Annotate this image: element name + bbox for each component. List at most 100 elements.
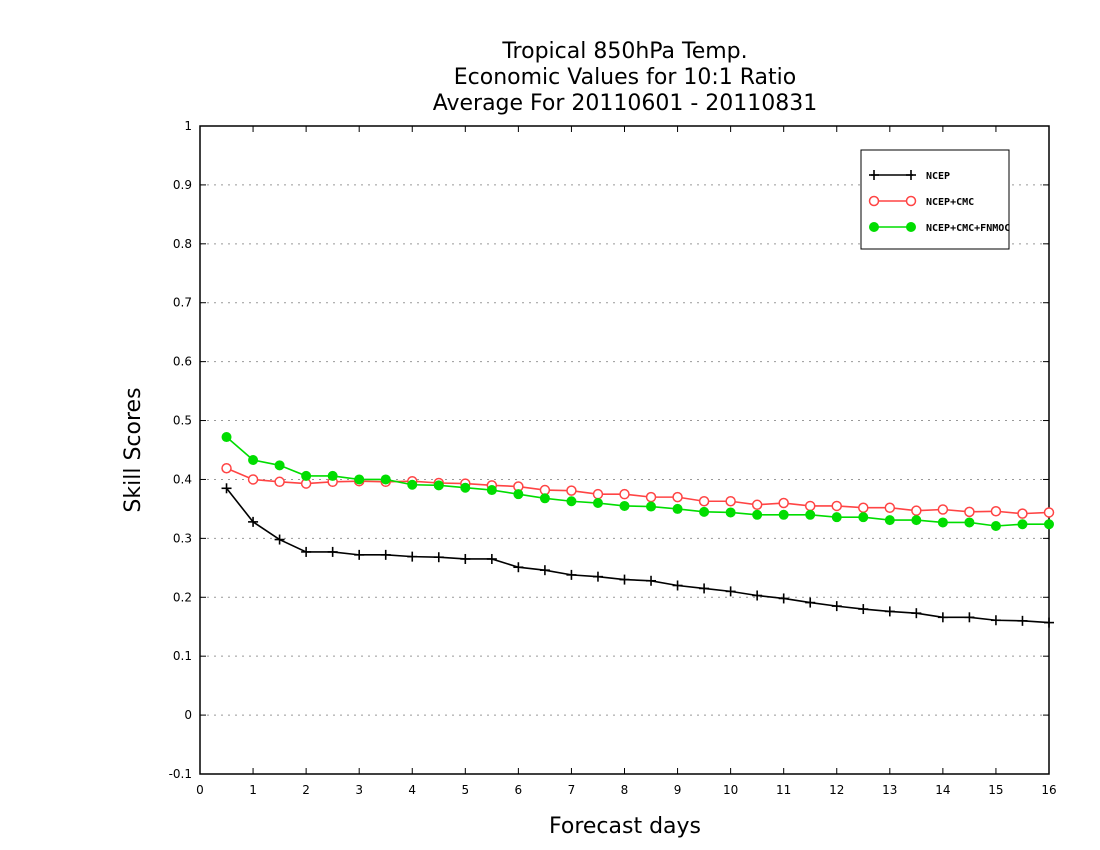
- data-point: [699, 506, 710, 517]
- data-point: [752, 509, 763, 520]
- x-axis-label: Forecast days: [549, 814, 701, 839]
- data-point: [672, 503, 683, 514]
- data-point: [513, 489, 524, 500]
- data-point: [407, 479, 418, 490]
- data-point: [831, 601, 842, 612]
- x-tick-label: 4: [408, 783, 416, 797]
- data-point: [964, 506, 975, 518]
- data-point: [486, 485, 497, 496]
- y-tick-label: 0: [184, 708, 192, 722]
- data-point: [725, 496, 736, 507]
- data-point: [672, 491, 683, 503]
- y-tick-label: 0.4: [173, 472, 192, 486]
- y-tick-label: 0.1: [173, 649, 192, 663]
- data-point: [221, 463, 232, 474]
- data-point: [433, 552, 444, 563]
- legend-label: NCEP+CMC: [926, 197, 974, 208]
- data-point: [221, 432, 232, 443]
- data-point: [964, 612, 975, 623]
- data-point: [274, 460, 285, 471]
- legend-box: [860, 149, 1010, 250]
- x-tick-label: 7: [568, 783, 576, 797]
- legend-label: NCEP: [926, 171, 950, 182]
- data-point: [990, 615, 1001, 626]
- y-axis-label: Skill Scores: [121, 387, 146, 512]
- data-point: [513, 562, 524, 573]
- x-tick-label: 15: [988, 783, 1003, 797]
- chart-title-line-1: Tropical 850hPa Temp.: [501, 39, 747, 64]
- data-point: [1043, 507, 1055, 518]
- x-tick-label: 12: [829, 783, 844, 797]
- x-tick-label: 0: [196, 783, 204, 797]
- data-point: [698, 496, 710, 507]
- axis-ticks: 10.90.80.70.60.50.40.30.20.10-0.10 1 2 3 4 5 6…: [169, 119, 1057, 797]
- data-point: [592, 498, 603, 509]
- y-tick-label: 0.8: [173, 237, 192, 251]
- legend-label: NCEP+CMC+FNMOC: [926, 223, 1010, 234]
- data-point: [672, 580, 683, 591]
- data-point: [725, 586, 736, 597]
- data-point: [778, 509, 789, 520]
- chart-title-line-3: Average For 20110601 - 20110831: [433, 91, 818, 116]
- legend-marker: [905, 195, 917, 207]
- data-point: [858, 512, 869, 523]
- x-tick-label: 5: [461, 783, 469, 797]
- data-point: [327, 470, 338, 481]
- data-point: [884, 515, 895, 526]
- y-tick-label: -0.1: [169, 767, 192, 781]
- legend: NCEP NCEP+CMC NCEP+CMC+FNMOC: [860, 149, 1010, 250]
- data-point: [380, 549, 391, 560]
- data-point: [274, 476, 285, 488]
- data-point: [539, 484, 551, 496]
- data-point: [804, 500, 816, 512]
- data-point: [778, 497, 789, 509]
- legend-marker: [869, 170, 879, 180]
- data-point: [831, 500, 842, 512]
- data-point: [619, 500, 630, 511]
- data-point: [911, 505, 922, 516]
- legend-marker: [869, 222, 879, 232]
- legend-marker: [906, 222, 916, 232]
- x-tick-label: 14: [935, 783, 950, 797]
- data-point: [247, 474, 259, 485]
- legend-marker: [906, 170, 916, 180]
- data-point: [592, 488, 604, 500]
- data-point: [1017, 519, 1028, 530]
- x-tick-label: 1: [249, 783, 257, 797]
- series-line: [225, 487, 1050, 624]
- data-point: [354, 474, 365, 485]
- data-point: [858, 502, 869, 513]
- x-tick-label: 9: [674, 783, 682, 797]
- data-point: [274, 534, 285, 545]
- grid-lines: [200, 184, 1049, 716]
- data-point: [1017, 615, 1028, 626]
- data-point: [539, 565, 550, 576]
- series-1: [221, 463, 1055, 519]
- series-0: [221, 483, 1054, 628]
- data-point: [805, 597, 816, 608]
- x-tick-label: 3: [355, 783, 363, 797]
- data-point: [301, 470, 312, 481]
- data-point: [964, 517, 975, 528]
- data-point: [566, 496, 577, 507]
- data-point: [725, 507, 736, 518]
- data-point: [884, 606, 895, 617]
- data-point: [221, 483, 232, 494]
- x-tick-label: 8: [621, 783, 629, 797]
- data-point: [805, 509, 816, 520]
- y-tick-label: 0.7: [173, 296, 192, 310]
- series-2: [221, 432, 1054, 531]
- data-point: [301, 546, 312, 557]
- data-point: [778, 593, 789, 604]
- data-point: [619, 574, 630, 585]
- data-point: [327, 546, 338, 557]
- data-point: [1044, 617, 1054, 628]
- data-point: [884, 502, 896, 513]
- data-point: [937, 504, 949, 515]
- y-tick-label: 0.5: [173, 414, 192, 428]
- data-point: [911, 608, 922, 619]
- data-point: [1044, 519, 1054, 530]
- x-tick-label: 10: [723, 783, 738, 797]
- data-point: [645, 491, 657, 503]
